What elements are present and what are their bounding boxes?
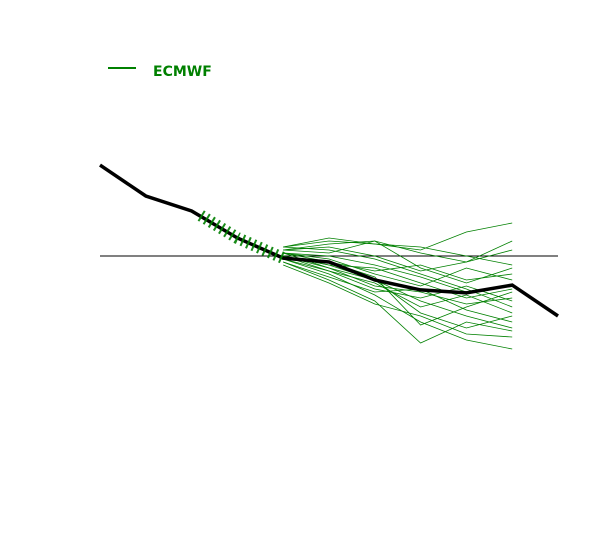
ensemble-member [283, 255, 513, 302]
ensemble-member [283, 258, 513, 350]
observed-line [99, 163, 559, 318]
ensemble-member [283, 252, 513, 287]
ensemble-member [283, 264, 513, 338]
legend-label: ECMWF [153, 64, 212, 80]
ensemble-member [283, 240, 513, 284]
ensemble-member [283, 222, 513, 251]
ensemble-member [283, 261, 513, 344]
ensemble-member [283, 255, 513, 305]
ensemble-member [283, 261, 513, 323]
recent-hatch [197, 210, 286, 264]
ensemble-member [283, 240, 513, 263]
ensemble-member [283, 258, 513, 314]
ensemble-member [283, 240, 513, 266]
ensemble-member [283, 252, 513, 329]
ensemble-member [283, 255, 513, 299]
ensemble-member [283, 246, 513, 272]
